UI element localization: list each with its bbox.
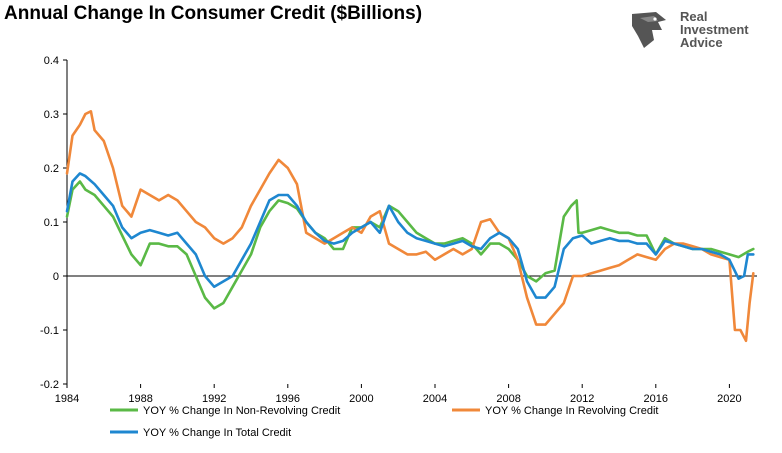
y-tick-label: -0.2 xyxy=(40,379,59,391)
x-tick-label: 2008 xyxy=(496,393,520,405)
legend-label: YOY % Change In Total Credit xyxy=(143,427,291,439)
eagle-head-icon xyxy=(632,12,666,48)
chart-title: Annual Change In Consumer Credit ($Billi… xyxy=(4,3,423,24)
y-tick-label: -0.1 xyxy=(40,325,59,337)
series-line-total xyxy=(65,172,755,299)
legend-non-revolving: YOY % Change In Non-Revolving Credit xyxy=(110,405,340,417)
y-tick-label: 0.2 xyxy=(44,163,59,175)
legend-label: YOY % Change In Non-Revolving Credit xyxy=(143,405,340,417)
logo-line-1: Real xyxy=(680,9,708,24)
y-tick-label: 0.3 xyxy=(44,109,59,121)
logo-line-2: Investment xyxy=(680,22,749,37)
legend-label: YOY % Change In Revolving Credit xyxy=(485,405,658,417)
x-tick-label: 2012 xyxy=(570,393,594,405)
x-tick-label: 2000 xyxy=(349,393,373,405)
legend-revolving: YOY % Change In Revolving Credit xyxy=(452,405,658,417)
x-tick-label: 1988 xyxy=(128,393,152,405)
brand-logo: Real Investment Advice xyxy=(628,8,778,58)
axes: -0.2 -0.1 0 0.1 0.2 0.3 0.4 1984 1988 1992 1996 200… xyxy=(40,55,757,405)
series-line-revolving xyxy=(65,110,755,343)
legend-total: YOY % Change In Total Credit xyxy=(110,427,291,439)
series-lines xyxy=(65,110,755,343)
logo-line-3: Advice xyxy=(680,35,723,50)
y-tick-label: 0.4 xyxy=(44,55,59,67)
x-tick-label: 2004 xyxy=(423,393,447,405)
x-tick-label: 2016 xyxy=(644,393,668,405)
x-tick-label: 2020 xyxy=(717,393,741,405)
x-tick-label: 1984 xyxy=(55,393,79,405)
series-line-non-revolving xyxy=(65,180,755,310)
y-tick-label: 0.1 xyxy=(44,217,59,229)
x-tick-label: 1992 xyxy=(202,393,226,405)
y-tick-label: 0 xyxy=(53,271,59,283)
legend: YOY % Change In Non-Revolving Credit YOY … xyxy=(110,405,658,439)
logo-text: Real Investment Advice xyxy=(680,10,749,49)
x-tick-label: 1996 xyxy=(276,393,300,405)
